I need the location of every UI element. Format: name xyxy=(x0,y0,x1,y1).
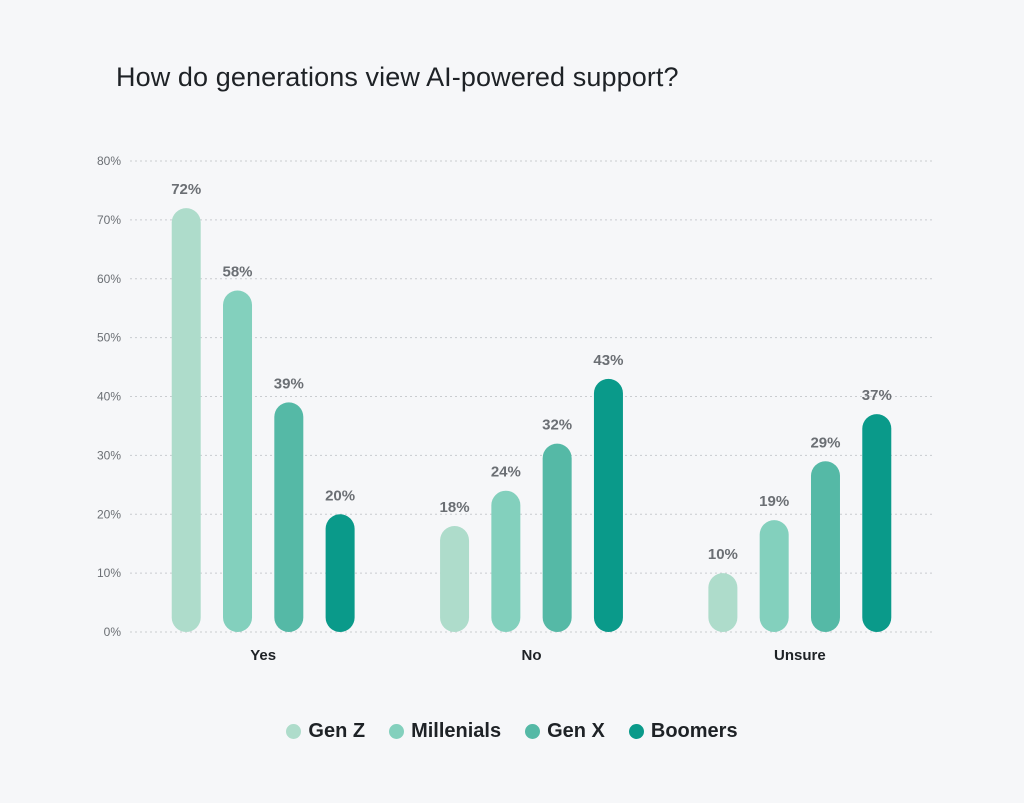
bar-gen-z-no xyxy=(440,526,470,632)
y-tick-label: 30% xyxy=(97,448,121,462)
data-label: 37% xyxy=(862,387,892,404)
x-category-label: No xyxy=(522,647,542,664)
legend-swatch xyxy=(286,724,302,739)
legend-swatch xyxy=(628,724,644,739)
legend-label: Gen X xyxy=(547,720,605,742)
data-label: 18% xyxy=(440,499,470,516)
data-label: 24% xyxy=(491,464,521,481)
bar-gen-z-unsure xyxy=(708,573,738,632)
data-label: 72% xyxy=(171,181,201,198)
data-label: 32% xyxy=(542,417,572,434)
grid-lines xyxy=(130,160,935,633)
data-label: 29% xyxy=(810,434,840,451)
legend-swatch xyxy=(389,724,405,739)
legend-label: Millenials xyxy=(411,720,502,742)
bar-gen-x-no xyxy=(542,443,572,632)
bar-gen-x-unsure xyxy=(810,461,840,632)
y-tick-label: 10% xyxy=(97,566,121,580)
x-axis-categories: Yes No Unsure xyxy=(250,647,825,664)
y-tick-label: 70% xyxy=(97,213,121,227)
bar-millenials-yes xyxy=(223,290,253,632)
x-category-label: Yes xyxy=(250,647,276,664)
chart-title: How do generations view AI-powered suppo… xyxy=(116,62,679,92)
legend-item: Gen Z xyxy=(286,720,365,743)
legend-item: Millenials xyxy=(389,720,501,743)
bar-chart: 0% 10% 20% 30% 40% 50% 60% 70% 80% 72% 58% 39% 20% 1… xyxy=(97,154,935,664)
bar-gen-x-yes xyxy=(274,402,304,632)
data-labels: 72% 58% 39% 20% 18% 24% 32% 43% 10% 19% 29% 37% xyxy=(171,181,892,563)
data-label: 58% xyxy=(223,264,253,281)
data-label: 19% xyxy=(759,493,789,510)
data-label: 39% xyxy=(274,375,304,392)
bar-millenials-no xyxy=(491,490,521,632)
legend-label: Boomers xyxy=(650,720,738,742)
y-tick-label: 80% xyxy=(97,154,121,168)
y-tick-label: 50% xyxy=(97,331,121,345)
bar-gen-z-yes xyxy=(171,208,201,632)
legend-item: Gen X xyxy=(525,720,605,743)
data-label: 10% xyxy=(708,546,738,563)
y-tick-label: 60% xyxy=(97,272,121,286)
bar-boomers-yes xyxy=(325,514,355,632)
y-tick-label: 40% xyxy=(97,390,121,404)
legend: Gen Z Millenials Gen X Boomers xyxy=(0,720,1024,743)
y-tick-label: 20% xyxy=(97,507,121,521)
bar-boomers-unsure xyxy=(862,414,892,632)
x-category-label: Unsure xyxy=(774,647,826,664)
legend-item: Boomers xyxy=(628,720,738,743)
legend-swatch xyxy=(525,724,541,739)
y-tick-label: 0% xyxy=(104,625,122,639)
y-axis-ticks: 0% 10% 20% 30% 40% 50% 60% 70% 80% xyxy=(97,154,121,639)
bar-millenials-unsure xyxy=(759,520,789,632)
bar-boomers-no xyxy=(593,378,623,632)
data-label: 20% xyxy=(325,487,355,504)
legend-label: Gen Z xyxy=(308,720,366,742)
data-label: 43% xyxy=(593,352,623,369)
bars xyxy=(171,208,892,632)
